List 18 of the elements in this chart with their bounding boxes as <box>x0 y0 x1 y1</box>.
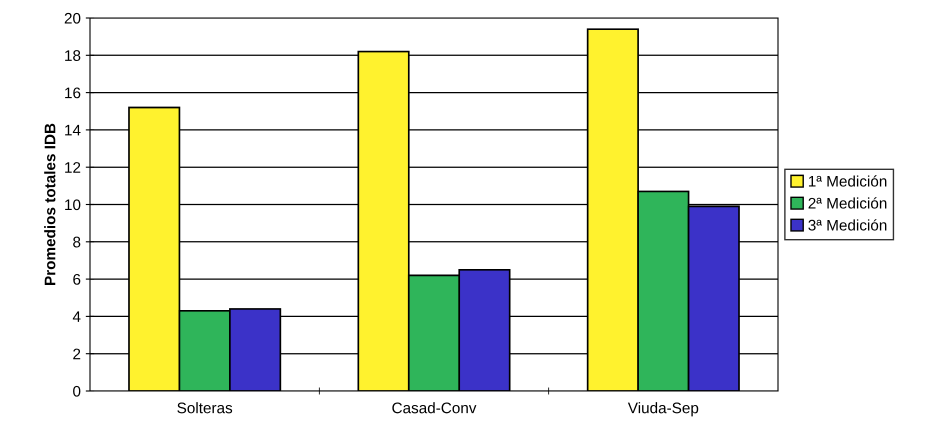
y-tick-label: 0 <box>73 386 80 397</box>
x-tick-label: Casad-Conv <box>392 402 476 414</box>
y-tick-label: 12 <box>65 162 80 173</box>
y-tick-label: 8 <box>73 236 80 248</box>
x-tick-label: Solteras <box>177 402 232 414</box>
y-tick-label: 14 <box>65 124 81 136</box>
legend-label: 2ª Medición <box>808 197 886 209</box>
y-tick-label: 16 <box>65 87 80 98</box>
y-tick-label: 20 <box>64 12 80 24</box>
y-tick-label: 2 <box>73 348 80 360</box>
y-tick-label: 4 <box>72 311 81 322</box>
legend-label: 3ª Medición <box>808 219 886 231</box>
x-tick-label: Viuda-Sep <box>628 402 698 416</box>
legend-label: 1ª Medición <box>808 175 886 187</box>
y-tick-label: 10 <box>65 199 80 210</box>
y-tick-label: 6 <box>73 274 80 285</box>
y-tick-label: 18 <box>65 50 80 61</box>
y-axis-title: Promedios totales IDB <box>44 124 56 285</box>
